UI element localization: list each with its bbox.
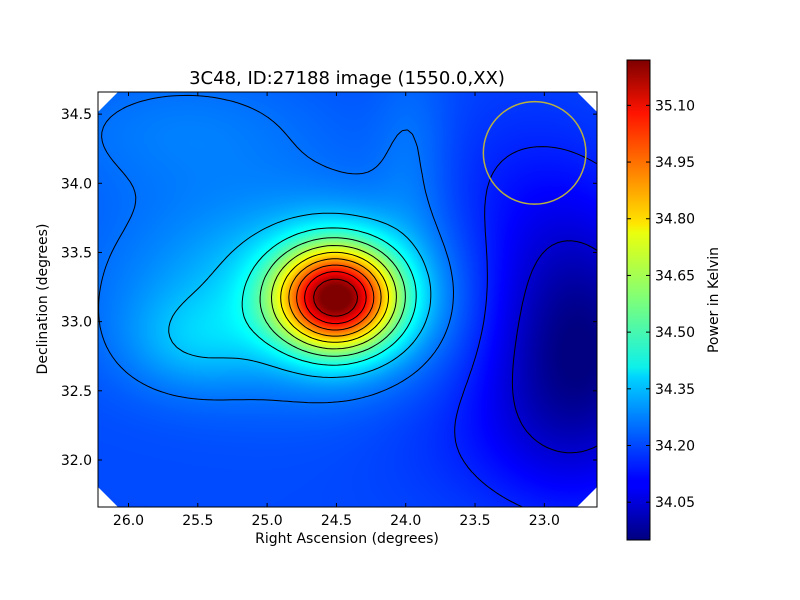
colorbar-tick-label: 34.20 (655, 439, 695, 455)
y-axis-label: Declination (degrees) (35, 224, 51, 375)
x-axis: 26.0 25.5 25.0 24.5 24.0 23.5 23.0 (113, 92, 560, 529)
colorbar-tick-label: 34.65 (655, 268, 695, 284)
y-tick-label: 34.0 (61, 176, 92, 192)
y-tick-label: 32.5 (61, 384, 92, 400)
plot-frame (97, 91, 598, 508)
contour-line (296, 264, 375, 331)
colorbar-frame (626, 59, 651, 541)
colorbar-tick-label: 34.50 (655, 325, 695, 341)
contour-line (241, 227, 417, 366)
contour-line (259, 237, 406, 357)
x-tick-label: 26.0 (113, 513, 144, 529)
x-tick-label: 25.5 (182, 513, 213, 529)
x-tick-label: 24.0 (390, 513, 421, 529)
x-axis-label: Right Ascension (degrees) (255, 531, 439, 547)
y-axis: 32.0 32.5 33.0 33.5 34.0 34.5 (61, 107, 597, 469)
contour-line (280, 251, 389, 343)
contour-line (454, 146, 597, 507)
colorbar-tick-label: 34.35 (655, 382, 695, 398)
colorbar-ticks: 34.05 34.20 34.35 34.50 34.65 34.80 34.95 35.10 (627, 98, 695, 511)
plot-area: 26.0 25.5 25.0 24.5 24.0 23.5 23.0 32.0 32.5 33.… (61, 91, 598, 529)
x-tick-label: 25.0 (252, 513, 283, 529)
colorbar-tick-label: 34.80 (655, 212, 695, 228)
colorbar-tick-label: 34.95 (655, 155, 695, 171)
colorbar-gradient (627, 60, 650, 540)
x-tick-label: 24.5 (321, 513, 352, 529)
x-tick-label: 23.5 (459, 513, 490, 529)
y-tick-label: 33.0 (61, 315, 92, 331)
colorbar-tick-label: 34.05 (655, 495, 695, 511)
contour-line (168, 212, 432, 378)
contour-line (271, 245, 397, 350)
contour-lines (98, 94, 597, 507)
colorbar-label: Power in Kelvin (706, 247, 722, 353)
colorbar: 34.05 34.20 34.35 34.50 34.65 34.80 34.95 35.10… (626, 59, 722, 541)
contour-line (288, 258, 382, 337)
y-tick-label: 34.5 (61, 107, 92, 123)
contour-line (313, 278, 358, 317)
contour-line (304, 271, 367, 325)
colorbar-tick-label: 35.10 (655, 98, 695, 114)
y-tick-label: 33.5 (61, 245, 92, 261)
contour-line (511, 240, 597, 454)
beam-circle (482, 100, 587, 205)
chart-title: 3C48, ID:27188 image (1550.0,XX) (189, 68, 505, 89)
contour-line (98, 94, 454, 404)
y-tick-label: 32.0 (61, 453, 92, 469)
x-tick-label: 23.0 (529, 513, 560, 529)
heatmap-image (98, 92, 597, 507)
